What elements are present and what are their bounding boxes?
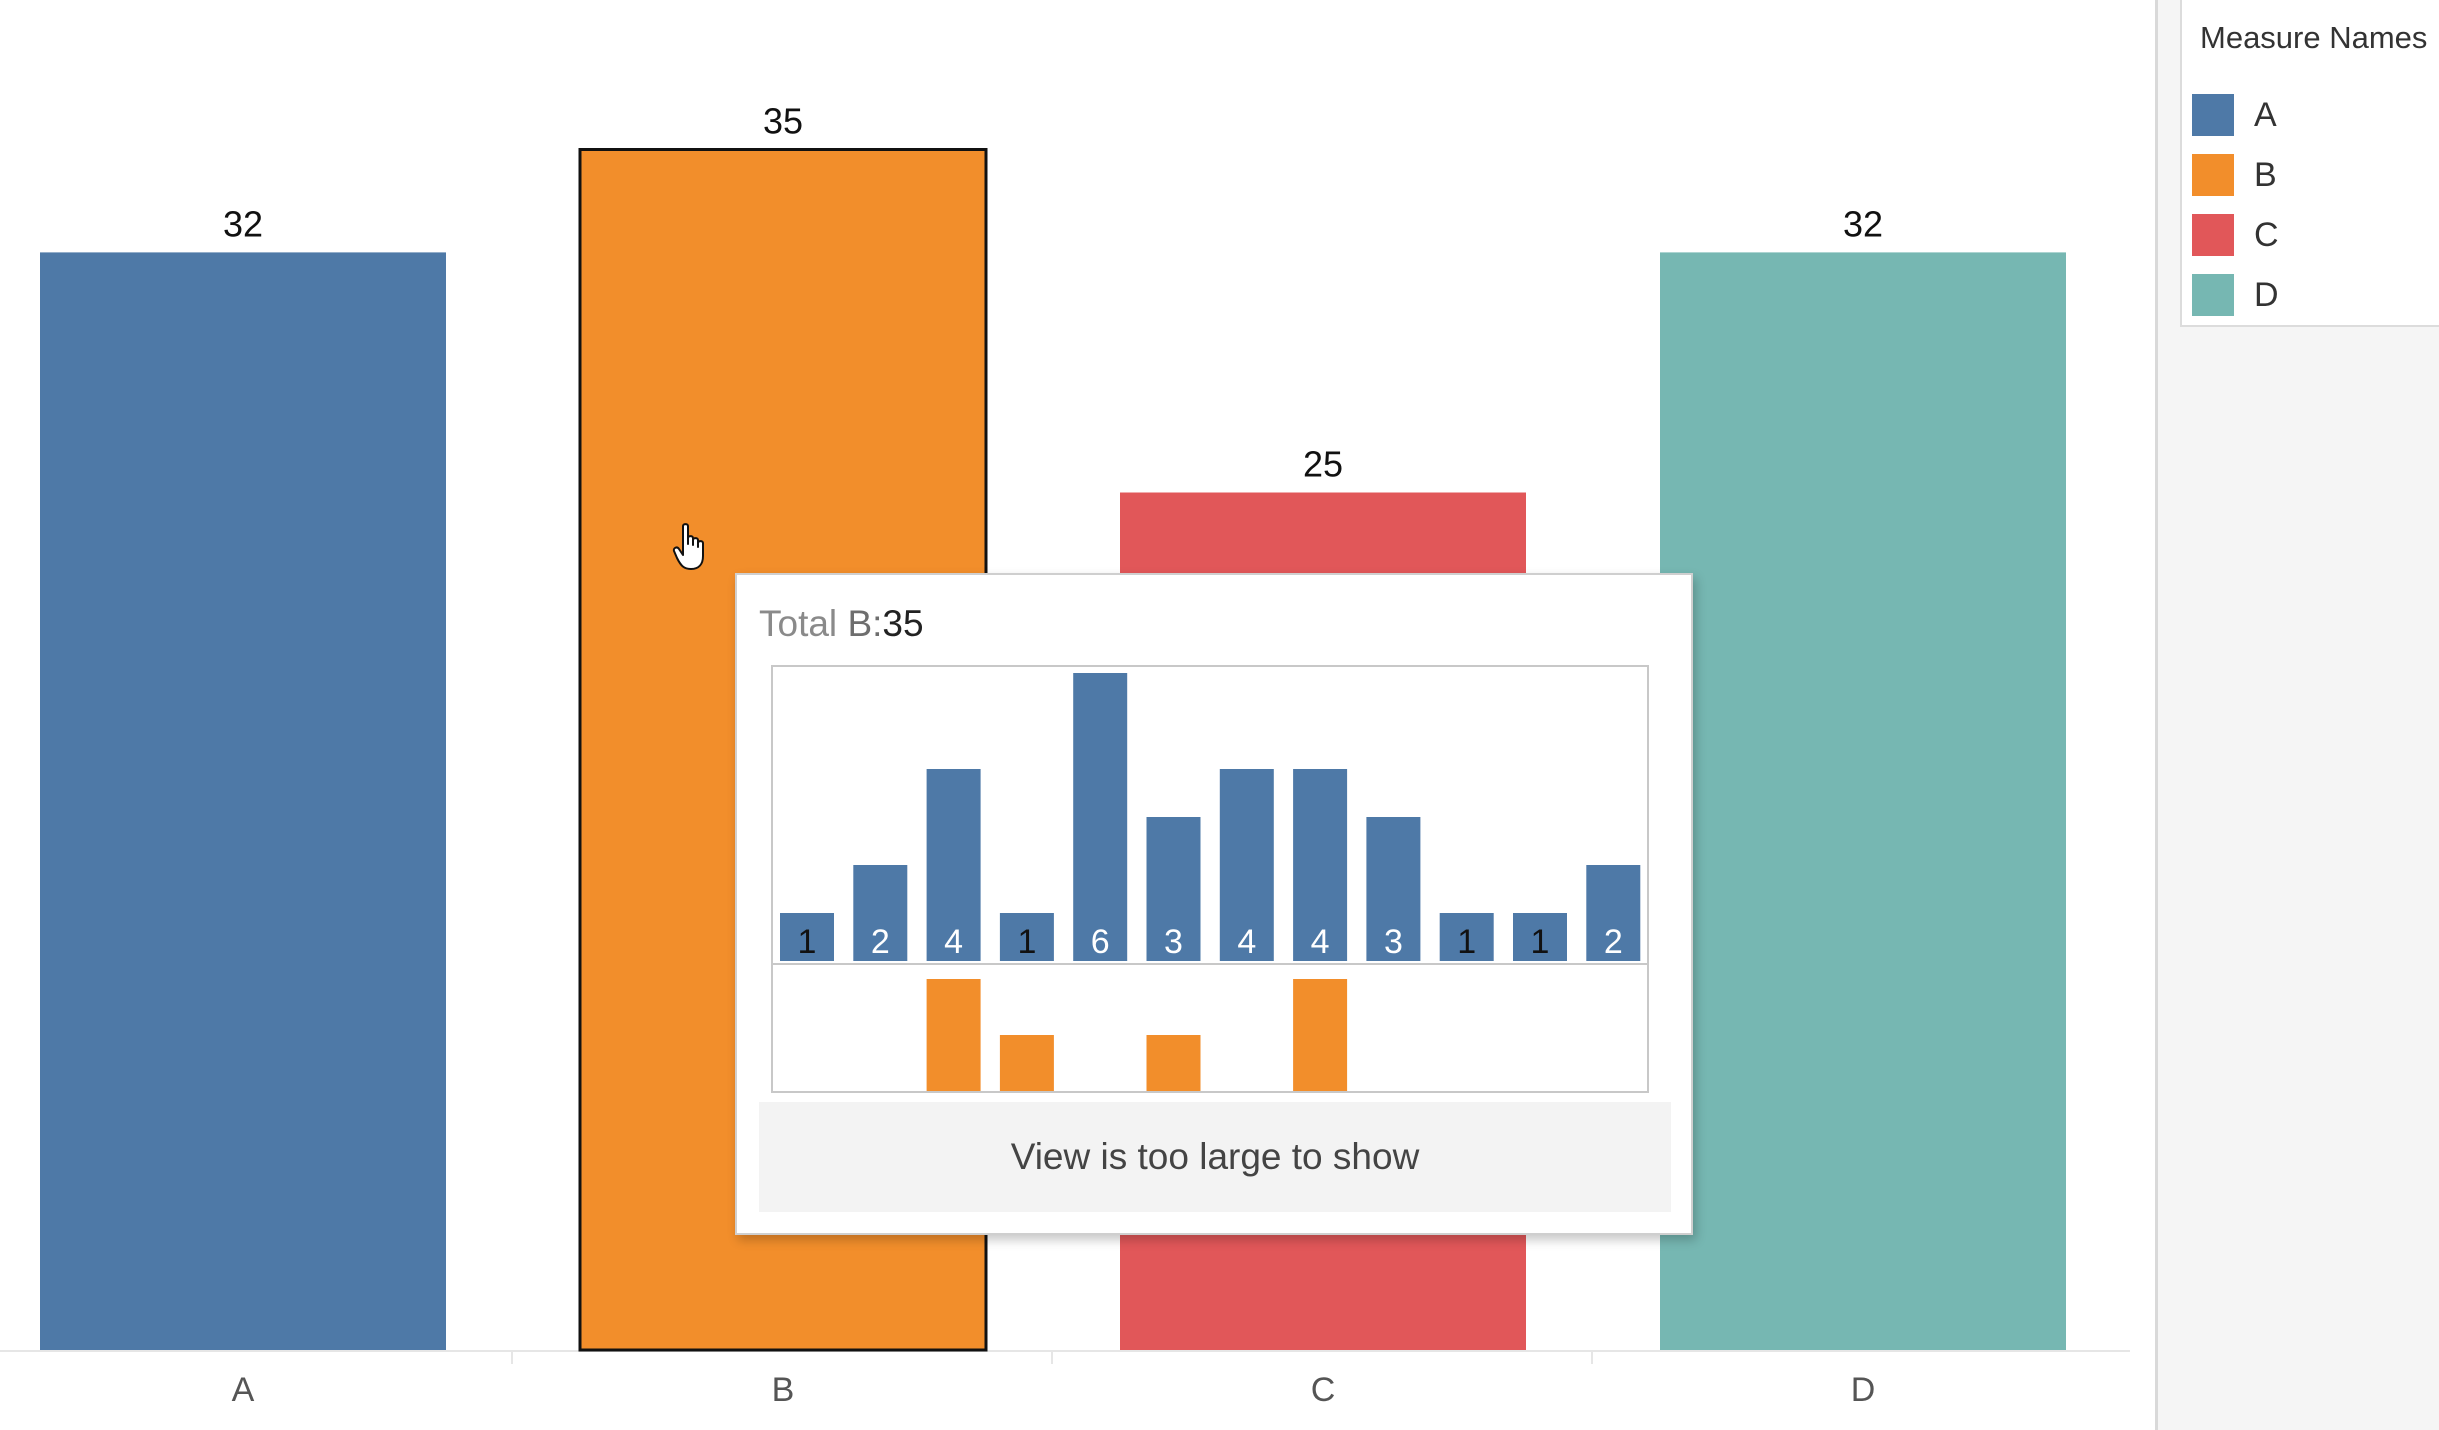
legend-item-c[interactable]: C: [2192, 213, 2279, 257]
data-label: 35: [763, 101, 803, 142]
tooltip-bar-label: 2: [1604, 923, 1623, 961]
tooltip-bar-label: 1: [1017, 923, 1036, 961]
legend-item-d[interactable]: D: [2192, 273, 2279, 317]
x-tick-label: B: [772, 1371, 795, 1409]
legend-label: D: [2254, 275, 2279, 314]
tooltip-bar-a: [853, 865, 908, 961]
tooltip-bar-a: [999, 913, 1054, 961]
legend-card: Measure Names A B C D: [2180, 0, 2439, 327]
legend-label: C: [2254, 215, 2279, 254]
tooltip-bar-a: [780, 913, 834, 961]
legend-swatch: [2192, 274, 2234, 316]
tooltip-bar-b: [999, 1035, 1054, 1091]
tooltip-bar-label: 3: [1164, 923, 1183, 961]
x-tick-label: D: [1851, 1371, 1876, 1409]
tooltip-bar-label: 2: [871, 923, 890, 961]
legend-label: B: [2254, 155, 2277, 194]
tooltip-bar-a: [1219, 769, 1274, 961]
legend-item-b[interactable]: B: [2192, 153, 2277, 197]
legend-panel: Measure Names A B C D: [2155, 0, 2439, 1430]
legend-swatch: [2192, 214, 2234, 256]
legend-swatch: [2192, 154, 2234, 196]
tooltip-title: Total B:35: [759, 603, 924, 645]
data-label: 32: [1843, 203, 1883, 244]
tooltip-bar-a: [1293, 769, 1348, 961]
legend-swatch: [2192, 94, 2234, 136]
x-tick-label: C: [1311, 1371, 1336, 1409]
tooltip-bar-a: [1073, 673, 1128, 961]
legend-title: Measure Names: [2200, 20, 2428, 55]
tooltip-title-prefix: Total: [759, 603, 848, 644]
tooltip-bar-label: 4: [944, 923, 963, 961]
tooltip-bar-a: [926, 769, 981, 961]
tooltip-bar-label: 1: [798, 923, 817, 961]
tooltip-bar-a: [1513, 913, 1567, 961]
tooltip: Total B:35 1 2 4 1 6 3 4 4 3 1 1 2 View is too larg…: [735, 573, 1693, 1235]
tooltip-bar-label: 6: [1091, 923, 1110, 961]
bar-d[interactable]: [1660, 252, 2066, 1350]
tooltip-bar-b: [1293, 979, 1348, 1091]
x-tick-label: A: [232, 1371, 255, 1409]
tooltip-bar-label: 4: [1311, 923, 1330, 961]
data-label: 32: [223, 203, 263, 244]
tooltip-title-value: 35: [882, 603, 924, 644]
legend-label: A: [2254, 95, 2277, 134]
tooltip-bar-label: 1: [1531, 923, 1550, 961]
hand-pointer-icon: [672, 523, 704, 570]
tooltip-bar-b: [1146, 1035, 1201, 1091]
tooltip-bar-a: [1366, 817, 1421, 961]
tooltip-bar-label: 3: [1384, 923, 1403, 961]
tooltip-bar-label: 4: [1237, 923, 1256, 961]
data-label: 25: [1303, 444, 1343, 485]
legend-item-a[interactable]: A: [2192, 93, 2277, 137]
tooltip-viz-frame: [771, 665, 1649, 1093]
view-too-large-message: View is too large to show: [759, 1102, 1671, 1212]
tooltip-bar-a: [1146, 817, 1201, 961]
bar-a[interactable]: [40, 252, 446, 1350]
tooltip-viz: 1 2 4 1 6 3 4 4 3 1 1 2: [771, 665, 1649, 1093]
tooltip-bar-b: [926, 979, 981, 1091]
tooltip-bar-label: 1: [1457, 923, 1476, 961]
tooltip-bar-a: [1586, 865, 1641, 961]
tooltip-bar-a: [1439, 913, 1494, 961]
tooltip-title-measure: B:: [847, 603, 883, 644]
